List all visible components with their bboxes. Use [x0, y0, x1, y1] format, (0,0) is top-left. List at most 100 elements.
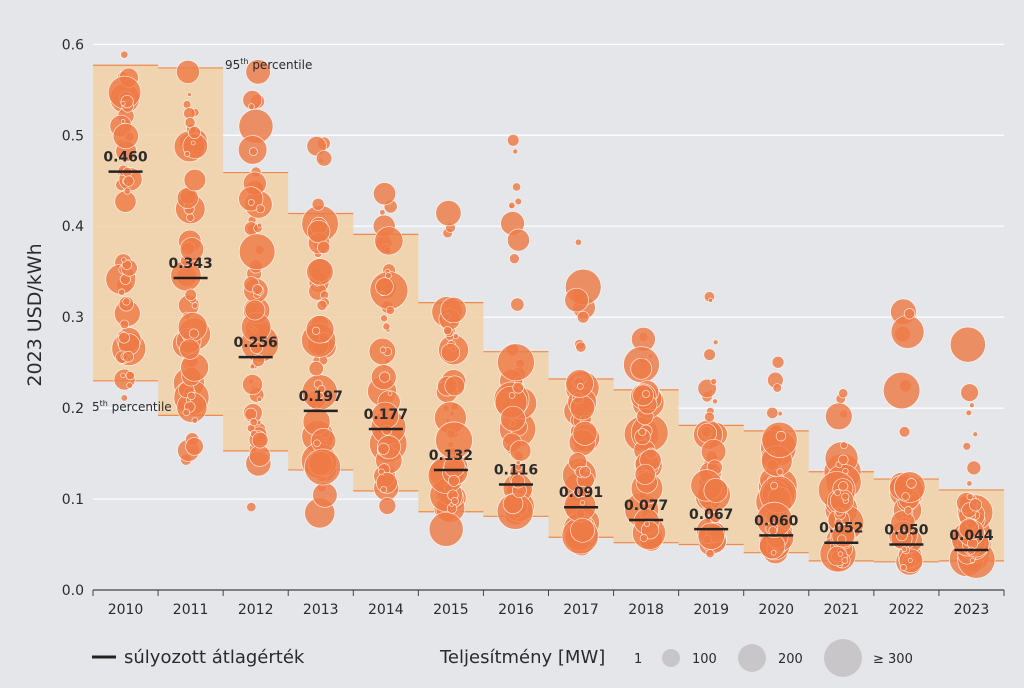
plant-bubble	[248, 103, 255, 110]
plant-bubble	[313, 439, 321, 447]
plant-bubble	[576, 485, 589, 497]
weighted-average-label: 0.052	[819, 521, 863, 537]
plant-bubble	[378, 497, 397, 515]
legend-avg-label: súlyozott átlagérték	[124, 647, 305, 668]
plant-bubble	[829, 488, 855, 513]
plant-bubble	[238, 233, 276, 270]
plant-bubble	[703, 348, 716, 361]
plant-bubble	[840, 441, 848, 450]
plant-bubble	[447, 474, 460, 487]
plant-bubble	[379, 346, 387, 354]
percentile-bands	[93, 64, 1004, 563]
plant-bubble	[838, 481, 849, 492]
plant-bubble	[771, 355, 785, 369]
plant-bubble	[247, 198, 255, 206]
plant-bubble	[776, 468, 784, 476]
plant-bubble	[564, 287, 589, 313]
plant-bubble	[709, 512, 721, 524]
plant-bubble	[377, 442, 390, 455]
plant-bubble	[114, 190, 137, 213]
plant-bubble	[184, 117, 196, 128]
y-tick-label: 0.3	[62, 310, 84, 326]
plant-bubble	[965, 409, 973, 417]
plant-bubble	[634, 463, 656, 485]
x-tick-label: 2013	[303, 602, 339, 618]
plant-bubble	[901, 492, 910, 501]
x-tick-label: 2011	[173, 602, 209, 618]
legend-bubble-200	[738, 644, 766, 672]
weighted-average-label: 0.132	[429, 448, 473, 464]
plant-bubble	[305, 315, 335, 344]
plant-bubble	[642, 389, 650, 398]
x-tick-label: 2018	[628, 602, 664, 618]
y-tick-label: 0.0	[62, 583, 84, 599]
plant-bubble	[246, 502, 257, 513]
bubble-layer	[105, 50, 996, 579]
y-tick-label: 0.6	[62, 37, 84, 53]
plant-bubble	[122, 297, 131, 306]
plant-bubble	[379, 209, 386, 216]
plant-bubble	[837, 551, 844, 557]
plant-bubble	[184, 288, 197, 301]
plant-bubble	[901, 546, 908, 552]
weighted-average-label: 0.256	[234, 335, 278, 351]
x-tick-label: 2014	[368, 602, 404, 618]
plant-bubble	[378, 468, 385, 476]
plant-bubble	[710, 378, 718, 385]
plant-bubble	[972, 431, 979, 438]
plant-bubble	[574, 238, 582, 246]
y-tick-label: 0.2	[62, 401, 84, 417]
x-tick-label: 2015	[433, 602, 469, 618]
plant-bubble	[306, 219, 331, 244]
plant-bubble	[187, 391, 196, 401]
x-tick-label: 2010	[108, 602, 144, 618]
plant-bubble	[841, 557, 849, 564]
plant-bubble	[382, 322, 391, 331]
plant-bubble	[968, 498, 983, 512]
plant-bubble	[385, 305, 395, 315]
plant-bubble	[372, 182, 397, 206]
plant-bubble	[187, 92, 192, 97]
percentile-annotations: 95th percentile 5th percentile	[92, 57, 312, 414]
plant-bubble	[120, 372, 126, 379]
weighted-average-label: 0.050	[884, 523, 929, 539]
plant-bubble	[890, 315, 925, 349]
plant-bubble	[510, 297, 525, 312]
plant-bubble	[119, 319, 130, 330]
plant-bubble	[120, 119, 126, 124]
plant-bubble	[639, 534, 648, 543]
y-tick-label: 0.4	[62, 219, 84, 235]
plant-bubble	[444, 375, 466, 397]
axes: 0.0 0.1 0.2 0.3 0.4 0.5 0.6 2010 2011 2012 2013 201…	[62, 37, 1005, 618]
legend: súlyozott átlagérték Teljesítmény [MW] 1…	[92, 639, 913, 677]
legend-bubble-300	[824, 639, 862, 677]
plant-bubble	[316, 299, 328, 311]
plant-bubble	[777, 410, 783, 417]
plant-bubble	[380, 486, 388, 494]
plant-bubble	[579, 465, 591, 478]
plant-bubble	[712, 398, 718, 405]
plant-bubble	[387, 391, 393, 396]
plant-bubble	[907, 557, 913, 563]
plant-bubble	[375, 277, 394, 296]
weighted-average-label: 0.060	[754, 513, 799, 529]
plant-bubble	[183, 168, 207, 192]
plant-bubble	[112, 123, 139, 150]
plant-bubble	[569, 395, 596, 421]
plant-bubble	[708, 297, 714, 303]
plant-bubble	[245, 59, 271, 85]
legend-bubble-100	[662, 649, 680, 667]
x-tick-label: 2012	[238, 602, 274, 618]
plant-bubble	[435, 200, 462, 227]
plant-bubble	[440, 343, 461, 363]
plant-bubble	[969, 402, 975, 409]
plant-bubble	[576, 383, 584, 390]
plant-bubble	[512, 381, 525, 394]
plant-bubble	[312, 482, 338, 508]
plant-bubble	[238, 186, 264, 212]
plant-bubble	[712, 339, 719, 346]
weighted-average-label: 0.460	[103, 150, 148, 166]
legend-size-1: 1	[634, 652, 642, 667]
weighted-average-layer: 0.460 0.343 0.256 0.197 0.177 0.132 0.116 0.091…	[103, 150, 994, 552]
